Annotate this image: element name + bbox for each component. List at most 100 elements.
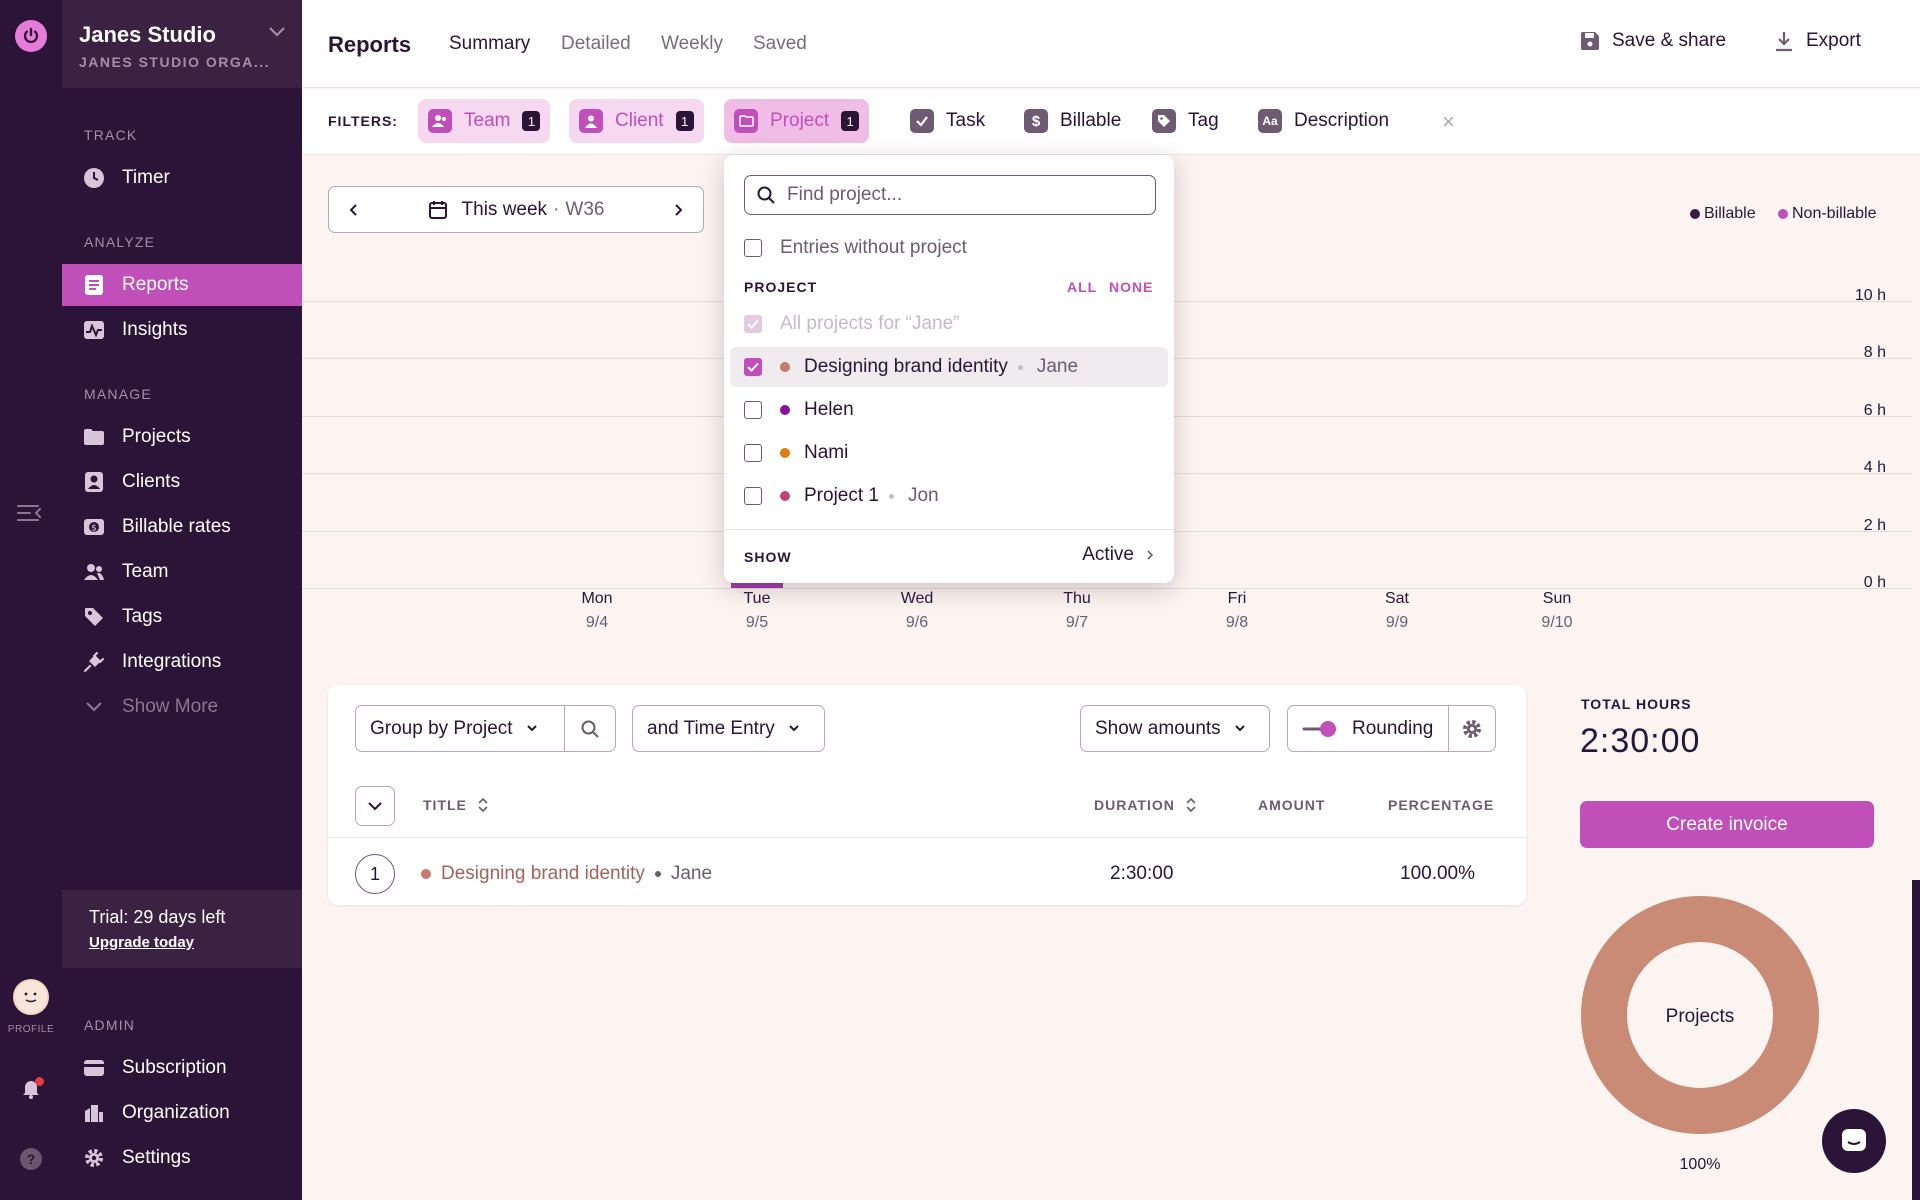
filter-project[interactable]: Project 1 <box>724 99 870 143</box>
export-button[interactable]: Export <box>1774 30 1861 52</box>
chevron-down-icon <box>83 696 105 718</box>
sidebar-item-reports[interactable]: Reports <box>62 264 302 306</box>
x-tick-day: Sun <box>1542 590 1572 607</box>
legend-billable-label: Billable <box>1704 205 1756 222</box>
rounding-label: Rounding <box>1352 717 1434 739</box>
sidebar-show-more[interactable]: Show More <box>62 686 302 728</box>
table-row-title[interactable]: Designing brand identity Jane <box>421 863 712 885</box>
donut-center-label: Projects <box>1666 1006 1735 1027</box>
rounding-settings-button[interactable] <box>1448 705 1496 752</box>
filter-description[interactable]: Aa Description <box>1248 99 1399 143</box>
scrollbar-thumb[interactable] <box>1912 880 1920 1200</box>
workspace-switcher[interactable]: Janes Studio JANES STUDIO ORGA... <box>62 0 302 88</box>
row-duration: 2:30:00 <box>1110 863 1174 884</box>
toggl-logo-icon[interactable] <box>15 20 47 52</box>
sidebar-item-settings[interactable]: Settings <box>62 1137 302 1179</box>
filter-task[interactable]: Task <box>900 99 995 143</box>
chevron-down-icon <box>1234 725 1245 732</box>
y-tick-label: 0 h <box>1863 574 1886 591</box>
section-analyze: ANALYZE <box>84 234 156 250</box>
create-invoice-button[interactable]: Create invoice <box>1580 801 1874 848</box>
filter-billable[interactable]: $ Billable <box>1014 99 1131 143</box>
checkbox[interactable] <box>744 487 762 505</box>
select-none-link[interactable]: NONE <box>1109 279 1154 295</box>
project-client-name: Jon <box>907 485 939 506</box>
x-tick-date: 9/8 <box>1225 614 1249 631</box>
project-search-input[interactable] <box>787 184 1147 206</box>
column-title[interactable]: TITLE <box>423 797 489 813</box>
rounding-toggle[interactable]: Rounding <box>1287 705 1449 752</box>
previous-week-button[interactable] <box>329 186 377 233</box>
group-by-label: Group by Project <box>370 717 513 739</box>
show-status-selector[interactable]: Active <box>1082 544 1154 566</box>
select-all-link[interactable]: ALL <box>1067 279 1098 295</box>
clear-filters-icon[interactable]: × <box>1442 109 1455 134</box>
date-range-label[interactable]: This week · W36 <box>377 199 655 221</box>
clock-icon <box>83 167 105 189</box>
sidebar-item-integrations[interactable]: Integrations <box>62 641 302 683</box>
sidebar-item-label: Timer <box>122 167 170 188</box>
profile-avatar[interactable] <box>13 979 49 1015</box>
column-percentage: PERCENTAGE <box>1388 797 1495 813</box>
dollar-icon: $ <box>1024 109 1048 133</box>
sub-group-dropdown[interactable]: and Time Entry <box>632 705 825 752</box>
filter-team-count: 1 <box>522 111 541 131</box>
building-icon <box>83 1102 105 1124</box>
project-search-field[interactable] <box>744 175 1156 215</box>
notification-dot <box>35 1077 44 1086</box>
tab-summary[interactable]: Summary <box>449 33 531 54</box>
project-option[interactable]: Nami <box>730 433 1168 473</box>
filter-client[interactable]: Client 1 <box>569 99 704 143</box>
project-option[interactable]: Designing brand identity Jane <box>730 347 1168 387</box>
expand-all-button[interactable] <box>355 786 395 826</box>
project-option[interactable]: Project 1 Jon <box>730 476 1168 516</box>
checkbox[interactable] <box>744 401 762 419</box>
project-section-title: PROJECT <box>744 279 818 295</box>
filter-team-label: Team <box>464 110 511 131</box>
next-week-button[interactable] <box>655 186 703 233</box>
chat-support-button[interactable] <box>1822 1109 1886 1173</box>
checkbox[interactable] <box>744 358 762 376</box>
help-icon[interactable]: ? <box>20 1148 42 1170</box>
collapse-sidebar-icon[interactable] <box>16 503 44 523</box>
sidebar-item-billable-rates[interactable]: $ Billable rates <box>62 506 302 548</box>
entries-without-project-option[interactable]: Entries without project <box>730 228 1168 268</box>
sidebar-item-label: Organization <box>122 1102 230 1123</box>
sort-icon <box>478 797 488 813</box>
project-color-dot <box>421 869 431 879</box>
project-client: Jon <box>888 485 939 507</box>
row-percentage: 100.00% <box>1400 863 1476 884</box>
save-share-button[interactable]: Save & share <box>1580 30 1726 52</box>
plug-icon <box>83 651 105 673</box>
group-by-dropdown[interactable]: Group by Project <box>355 705 565 752</box>
checkbox[interactable] <box>744 239 762 257</box>
tab-weekly[interactable]: Weekly <box>661 33 723 54</box>
x-tick-label: Sun 9/10 <box>1517 587 1597 635</box>
sidebar-item-tags[interactable]: Tags <box>62 596 302 638</box>
filter-tag[interactable]: Tag <box>1142 99 1229 143</box>
credit-card-icon <box>83 1057 105 1079</box>
sidebar-item-organization[interactable]: Organization <box>62 1092 302 1134</box>
project-name: Nami <box>804 442 849 463</box>
chart-gridline <box>302 588 1912 589</box>
show-amounts-dropdown[interactable]: Show amounts <box>1080 705 1270 752</box>
sidebar-item-projects[interactable]: Projects <box>62 416 302 458</box>
y-tick-label: 2 h <box>1863 516 1886 534</box>
checkbox[interactable] <box>744 444 762 462</box>
sidebar-item-clients[interactable]: Clients <box>62 461 302 503</box>
column-duration[interactable]: DURATION <box>1094 797 1197 813</box>
sidebar-item-insights[interactable]: Insights <box>62 309 302 351</box>
tab-detailed[interactable]: Detailed <box>561 33 631 54</box>
sidebar-item-subscription[interactable]: Subscription <box>62 1047 302 1089</box>
notifications-bell-icon[interactable] <box>20 1077 42 1099</box>
sidebar-item-timer[interactable]: Timer <box>62 157 302 199</box>
y-tick-label: 10 h <box>1854 287 1886 304</box>
sidebar-item-label: Billable rates <box>122 516 231 537</box>
upgrade-link[interactable]: Upgrade today <box>89 934 195 951</box>
project-option[interactable]: Helen <box>730 390 1168 430</box>
search-button[interactable] <box>564 705 616 752</box>
filter-team[interactable]: Team 1 <box>418 99 551 143</box>
tab-saved[interactable]: Saved <box>753 33 807 54</box>
sidebar-item-team[interactable]: Team <box>62 551 302 593</box>
row-index[interactable]: 1 <box>355 854 395 894</box>
